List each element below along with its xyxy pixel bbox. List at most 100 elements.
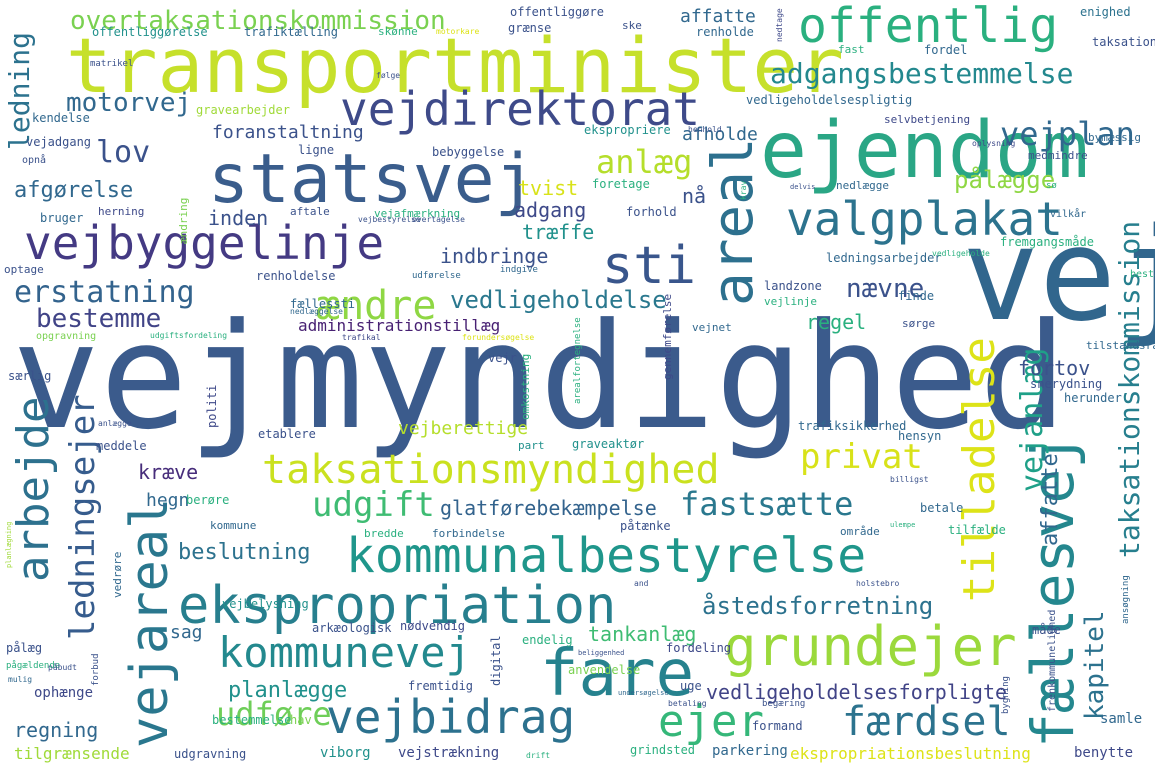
word-tilstandsrapport: frenkommunelighed	[1047, 609, 1058, 712]
word-ekspropriationsbeslutning: ekspropriationsbeslutning	[790, 744, 1031, 763]
word-betale: betale	[920, 501, 964, 515]
word-ledning: ledning	[3, 31, 36, 150]
word-bestaa: ansøgning	[1121, 575, 1131, 624]
word-herning: herning	[98, 205, 145, 218]
word-bruger: bruger	[40, 211, 84, 225]
word-delvis: vedligeholde	[932, 249, 990, 258]
word-vejplan: vejplan	[1000, 115, 1135, 153]
word-affatte-visible: affatte	[680, 6, 756, 27]
word-tankanlaeg: tankanlæg	[588, 622, 697, 646]
word-meddele: meddele	[96, 439, 147, 453]
word-udgift: udgift	[312, 485, 435, 525]
word-motorvej: motorvej	[66, 88, 192, 118]
word-opgravning: optage	[4, 263, 44, 276]
word-kommune: kommune	[210, 519, 257, 532]
word-bygning: billigst	[890, 475, 929, 484]
word-indgive: indgive	[500, 265, 538, 275]
word-overtagelse: ændring	[177, 197, 190, 244]
word-vejdirektorat: vejdirektorat	[340, 82, 701, 136]
word-benytte: benytte	[1074, 745, 1134, 761]
word-frist: affatte	[1038, 453, 1063, 546]
word-kommunevej: kommunevej	[218, 628, 471, 677]
word-ledningsejer: ledningsejer	[63, 394, 103, 640]
word-selvbetjening: selvbetjening	[884, 113, 971, 126]
word-kapitel: kapitel	[1080, 610, 1110, 720]
word-holstebro: and	[634, 579, 649, 588]
word-medmindre: medmindre	[1028, 149, 1088, 162]
word-traeffe: træffe	[522, 220, 595, 244]
word-vejr: vejr	[488, 351, 517, 365]
word-beroere: berøre	[186, 493, 230, 507]
word-sin: følge	[376, 71, 401, 80]
word-paagaeldende: planlægning	[5, 521, 13, 568]
word-kraeve: kræve	[138, 460, 199, 484]
word-naevne: nævne	[846, 274, 925, 304]
word-noedvendig: nødvendig	[400, 619, 466, 633]
word-vedligeholdelse: vedligeholdelse	[450, 286, 667, 314]
word-vedligeholdelsesforpligte: vedligeholdelsesforpligte	[706, 680, 1008, 704]
word-digital: digital	[489, 635, 503, 686]
word-motorkare: motorkare	[436, 27, 480, 36]
word-vedroere: vedrøre	[111, 551, 124, 598]
word-afholde: afholde	[682, 124, 758, 145]
word-fastsaette: fastsætte	[680, 485, 854, 523]
word-paalaeg: pålæg	[6, 641, 43, 655]
word-vilkaar: tilstandsrapport	[1086, 339, 1155, 352]
word-afkaste: beliggenhed	[578, 649, 625, 657]
word-ledningsarbejder: ledningsarbejder	[826, 251, 942, 265]
word-fortov: fortov	[1018, 356, 1091, 380]
word-naa: nå	[682, 184, 707, 208]
word-anvendelse: anvendelse	[568, 663, 641, 677]
word-beliggenhed: krav	[739, 180, 748, 200]
word-paabudt: pågældende	[6, 661, 61, 671]
word-soe: bestå	[1130, 269, 1155, 280]
word-vejberettige: vejberettige	[398, 418, 529, 439]
word-vejnet: vejnet	[692, 321, 732, 334]
word-renholdelse: renholdelse	[256, 269, 336, 283]
word-bredde: bredde	[364, 527, 404, 540]
word-foranstaltning: foranstaltning	[212, 122, 364, 143]
word-vedligeholdelsespligtig: vedligeholdelsespligtig	[746, 93, 913, 107]
word-udgiftsfordeling: opgravning	[36, 331, 97, 342]
word-forundersoegelse: trafikal	[342, 333, 381, 342]
word-fremgangsmaade: fremgangsmåde	[1000, 235, 1094, 249]
word-frenkommunelighed: bygning	[1001, 676, 1011, 714]
word-by: matrikel	[90, 59, 134, 69]
word-aendring: opnå	[22, 155, 47, 166]
word-grundejer: grundejer	[724, 615, 1017, 678]
word-herunder: herunder	[1064, 391, 1122, 405]
word-nedlaeggelse: udgiftsfordeling	[150, 331, 228, 340]
word-gravearbejder: gravearbejder	[196, 103, 290, 117]
word-trafiksikkerhed: trafiksikkerhed	[798, 419, 907, 433]
word-erstatning: erstatning	[14, 275, 195, 310]
word-arbejde: arbejde	[8, 396, 59, 582]
word-faerdsel: færdsel	[842, 699, 1011, 745]
word-glatfoerebekaempelse: glatførebekæmpelse	[440, 496, 657, 520]
word-ulempe: holstebro	[856, 579, 900, 588]
word-sti: sti	[602, 236, 696, 296]
word-taksationsmyndighed: taksationsmyndighed	[262, 447, 720, 493]
word-vejbestyrelse: overtagelse	[412, 215, 465, 224]
word-fare: fare	[540, 637, 695, 711]
word-gennemfoerelse: arealfortegnelse	[573, 317, 583, 404]
word-maade: måde	[1032, 623, 1061, 637]
word-grindsted: drift	[526, 751, 551, 760]
word-tilladelse: tilladelse	[954, 337, 1005, 602]
word-udfoere: udføre	[216, 695, 332, 733]
word-nedlaegge: nedlægge	[836, 179, 889, 192]
word-enighed: enighed	[1080, 5, 1131, 19]
word-etablere: etablere	[258, 427, 316, 441]
word-trafiktaelling: trafiktælling	[244, 25, 338, 39]
word-kommunalbestyrelse: kommunalbestyrelse	[346, 528, 867, 584]
word-overtaksationskommission: overtaksationskommission	[70, 6, 446, 36]
word-vejbelysning: vejbelysning	[222, 597, 309, 611]
word-hegn: hegn	[146, 490, 190, 511]
word-forbud: mulig	[8, 675, 33, 684]
word-vejmyndighed: vejmyndighed	[12, 292, 1067, 462]
word-bebyggelse: bebyggelse	[432, 145, 505, 159]
word-offentliggoerelse: offentliggørelse	[92, 25, 208, 39]
word-planlaegge: planlægge	[228, 678, 348, 703]
word-bestemmelse: bestemmelse	[212, 713, 292, 727]
word-endelig: endelig	[522, 633, 573, 647]
word-forbindelse: forbindelse	[432, 527, 505, 540]
